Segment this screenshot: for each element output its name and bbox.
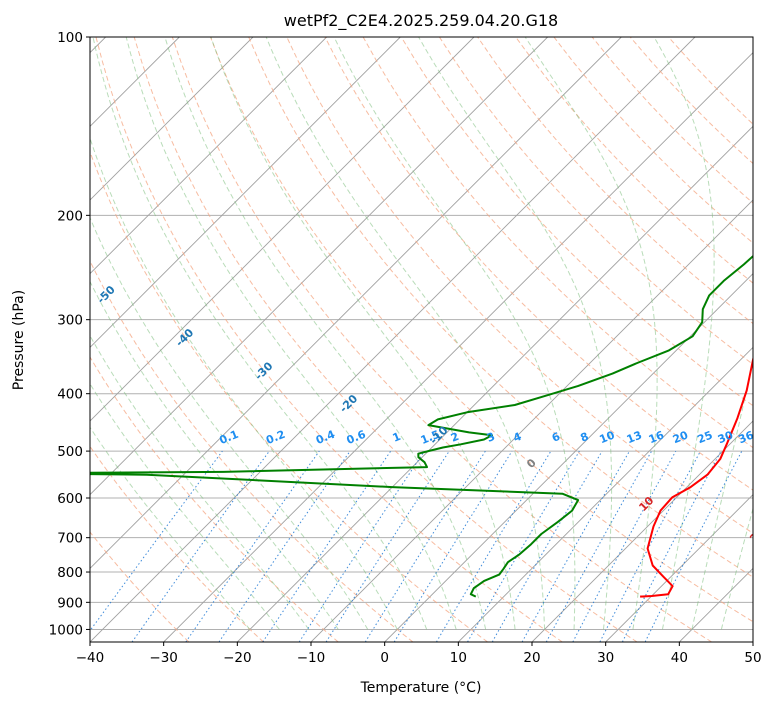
moist-adiabat-line <box>653 37 715 630</box>
mixing-ratio-label: 13 <box>625 428 644 446</box>
dry-adiabat-line <box>133 37 638 642</box>
isotherm-line <box>163 52 753 642</box>
dry-adiabat-line <box>248 37 753 578</box>
background-grid <box>90 37 753 642</box>
mixing-ratio-line <box>521 450 630 642</box>
dry-adiabat-label: 20 <box>747 525 767 545</box>
mixing-ratio-line <box>644 450 743 642</box>
y-tick-label: 100 <box>57 30 83 46</box>
isotherm-line <box>237 125 753 642</box>
axis-ticks: −40 −30 −20 −10 0 10 20 30 40 50 100 200 300 400 500 60… <box>49 30 762 666</box>
temperature-profile-line <box>640 355 753 598</box>
mixing-ratio-label: 25 <box>695 428 714 446</box>
mixing-ratio-label: 3 <box>485 430 497 445</box>
dewpoint-profile-line <box>90 254 753 598</box>
y-tick-label: 600 <box>57 491 83 507</box>
dry-adiabat-line <box>171 37 712 642</box>
mixing-ratio-line <box>393 450 513 642</box>
x-tick-label: 10 <box>450 650 467 666</box>
isotherm-line <box>458 346 753 642</box>
profile-series <box>90 254 753 598</box>
mixing-ratio-label: 2 <box>449 430 461 445</box>
moist-adiabat-line <box>90 216 369 630</box>
mixing-ratio-label: 16 <box>647 428 666 446</box>
isotherm-line <box>90 37 401 348</box>
isotherm-line <box>90 37 327 275</box>
moist-adiabat-line <box>90 136 398 630</box>
moist-adiabat-line <box>265 37 546 630</box>
x-tick-label: −20 <box>223 650 252 666</box>
dry-adiabat-line <box>90 356 339 642</box>
plot-frame <box>89 36 754 643</box>
mixing-ratio-line <box>325 450 450 642</box>
moist-adiabat-line <box>691 358 753 630</box>
y-tick-label: 900 <box>57 595 83 611</box>
x-tick-label: −10 <box>297 650 326 666</box>
dry-adiabat-line <box>90 531 190 642</box>
dry-adiabat-line <box>400 37 753 407</box>
mixing-ratio-label: 1 <box>391 430 403 445</box>
dry-adiabat-line <box>438 37 753 366</box>
mixing-ratio-line <box>90 450 223 632</box>
dry-adiabat-line <box>90 445 264 642</box>
y-axis-title: Pressure (hPa) <box>11 290 27 390</box>
dry-adiabat-line <box>90 150 488 642</box>
x-tick-label: 40 <box>671 650 688 666</box>
moist-adiabat-line <box>333 37 576 630</box>
isotherm-line <box>90 37 254 201</box>
mixing-ratio-label: 20 <box>671 428 690 446</box>
isotherm-line <box>531 420 753 642</box>
moist-adiabat-line <box>92 37 428 630</box>
isotherm-line <box>90 37 548 496</box>
mixing-ratio-line <box>545 450 653 642</box>
mixing-ratio-line <box>572 450 677 642</box>
isotherm-line <box>605 494 753 642</box>
x-tick-label: 20 <box>523 650 540 666</box>
y-tick-label: 500 <box>57 444 83 460</box>
isotherm-line <box>90 37 475 422</box>
moist-adiabat-line <box>125 37 457 630</box>
mixing-ratio-line <box>262 450 392 642</box>
x-tick-label: 50 <box>744 650 761 666</box>
y-tick-label: 300 <box>57 313 83 329</box>
dry-adiabat-line <box>324 37 753 491</box>
mixing-ratio-line <box>218 450 351 642</box>
moist-adiabat-line <box>720 506 753 630</box>
x-tick-label: 0 <box>380 650 389 666</box>
dry-adiabat-line <box>90 259 414 642</box>
mixing-ratio-line <box>131 450 270 642</box>
dry-adiabat-line <box>95 37 563 642</box>
chart-title: wetPf2_C2E4.2025.259.04.20.G18 <box>284 11 558 31</box>
mixing-ratio-label: 30 <box>716 428 735 446</box>
dry-adiabat-line <box>210 37 753 623</box>
mixing-ratio-line <box>298 450 425 642</box>
y-tick-label: 800 <box>57 565 83 581</box>
y-tick-label: 700 <box>57 531 83 547</box>
isotherm-line <box>90 37 696 642</box>
isotherm-line <box>90 37 622 569</box>
x-tick-label: 30 <box>597 650 614 666</box>
mixing-ratio-label: 8 <box>578 430 590 445</box>
mixing-ratio-label: 36 <box>737 428 756 446</box>
moist-adiabat-line <box>90 334 310 630</box>
y-tick-label: 200 <box>57 208 83 224</box>
x-axis-title: Temperature (°C) <box>360 680 482 696</box>
moist-adiabat-line <box>418 37 613 630</box>
y-tick-label: 1000 <box>49 622 83 638</box>
x-tick-label: −40 <box>76 650 105 666</box>
x-tick-label: −30 <box>149 650 178 666</box>
moist-adiabat-line <box>90 280 339 630</box>
y-tick-label: 400 <box>57 387 83 403</box>
moist-adiabat-line <box>210 37 516 630</box>
mixing-ratio-label: 10 <box>598 428 617 446</box>
moist-adiabat-line <box>524 37 658 630</box>
mixing-ratio-line <box>185 450 320 642</box>
dry-adiabat-line <box>515 37 753 284</box>
